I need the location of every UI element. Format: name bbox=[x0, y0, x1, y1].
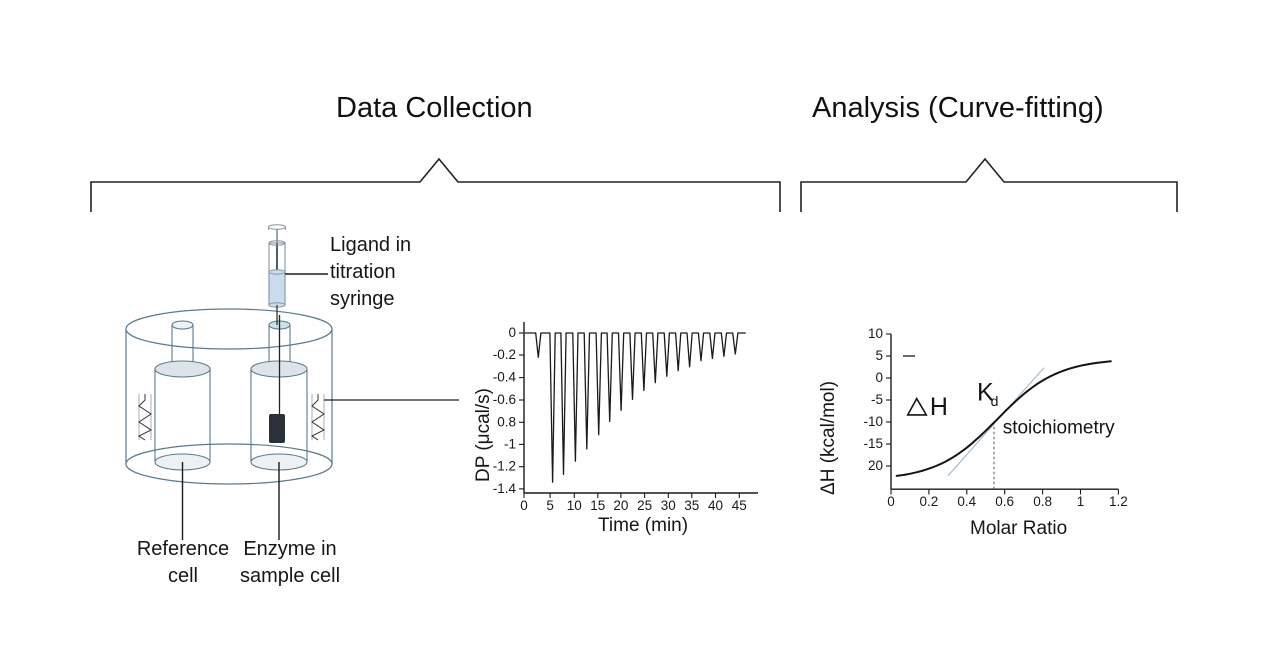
svg-text:-1.2: -1.2 bbox=[493, 459, 516, 474]
svg-text:H: H bbox=[930, 393, 948, 421]
svg-text:0.4: 0.4 bbox=[957, 494, 976, 509]
svg-text:-15: -15 bbox=[863, 436, 883, 451]
svg-text:0: 0 bbox=[520, 498, 528, 513]
svg-text:45: 45 bbox=[732, 498, 747, 513]
svg-text:-10: -10 bbox=[863, 414, 883, 429]
svg-text:35: 35 bbox=[684, 498, 699, 513]
svg-text:0: 0 bbox=[887, 494, 895, 509]
svg-text:5: 5 bbox=[546, 498, 554, 513]
svg-text:-1: -1 bbox=[504, 437, 516, 452]
svg-text:1.2: 1.2 bbox=[1109, 494, 1128, 509]
svg-text:0.2: 0.2 bbox=[920, 494, 939, 509]
svg-text:15: 15 bbox=[590, 498, 605, 513]
svg-text:30: 30 bbox=[661, 498, 676, 513]
svg-text:0: 0 bbox=[508, 325, 516, 340]
svg-text:0.8: 0.8 bbox=[497, 415, 516, 430]
svg-text:d: d bbox=[991, 393, 999, 409]
svg-text:0: 0 bbox=[875, 370, 883, 385]
svg-text:5: 5 bbox=[875, 348, 883, 363]
svg-text:1: 1 bbox=[1077, 494, 1085, 509]
svg-text:stoichiometry: stoichiometry bbox=[1003, 418, 1115, 439]
svg-text:-1.4: -1.4 bbox=[493, 481, 517, 496]
svg-text:20: 20 bbox=[868, 458, 883, 473]
svg-text:-5: -5 bbox=[871, 392, 883, 407]
svg-text:0.6: 0.6 bbox=[995, 494, 1014, 509]
svg-text:-0.2: -0.2 bbox=[493, 347, 516, 362]
svg-text:10: 10 bbox=[567, 498, 582, 513]
svg-text:20: 20 bbox=[613, 498, 628, 513]
svg-text:10: 10 bbox=[868, 326, 883, 341]
svg-text:25: 25 bbox=[637, 498, 652, 513]
svg-text:-0.6: -0.6 bbox=[493, 392, 516, 407]
svg-text:0.8: 0.8 bbox=[1033, 494, 1052, 509]
svg-text:40: 40 bbox=[708, 498, 723, 513]
svg-text:-0.4: -0.4 bbox=[493, 370, 517, 385]
